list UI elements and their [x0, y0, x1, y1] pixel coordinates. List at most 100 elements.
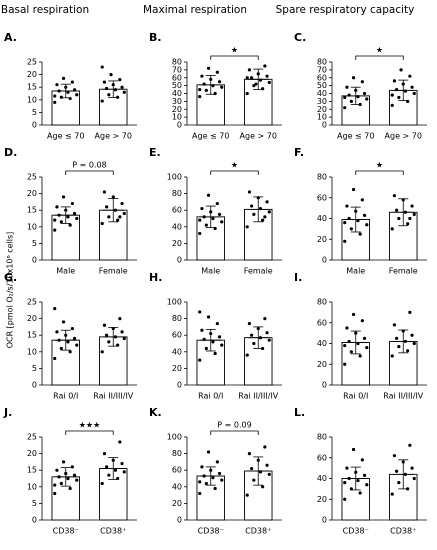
y-tick-label: 40	[317, 339, 327, 348]
data-point	[70, 201, 74, 206]
data-point	[68, 350, 72, 354]
data-point	[107, 473, 111, 477]
x-tick-label: CD38⁻	[343, 527, 369, 536]
data-point	[263, 215, 267, 219]
data-point	[345, 466, 349, 470]
significance-label: ★★★	[79, 421, 101, 430]
data-point	[412, 212, 416, 216]
data-point	[53, 356, 57, 361]
data-point	[215, 460, 219, 464]
y-tick-label: 60	[317, 318, 327, 327]
x-tick-label: CD38⁺	[390, 527, 416, 536]
y-tick-label: 70	[172, 65, 182, 74]
data-point	[53, 100, 57, 104]
x-tick-label: CD38⁻	[198, 527, 224, 536]
data-point	[362, 91, 367, 96]
data-point	[120, 201, 124, 206]
column-title: Maximal respiration	[143, 4, 247, 16]
y-tick-label: 40	[172, 222, 182, 231]
y-tick-label: 70	[317, 65, 327, 74]
data-point	[100, 99, 104, 103]
data-point	[206, 193, 211, 197]
y-tick-label: 25	[27, 433, 37, 442]
data-point	[118, 317, 122, 321]
data-point	[55, 205, 59, 209]
significance-bracket	[355, 55, 404, 60]
data-point	[70, 465, 74, 469]
y-tick-label: 60	[172, 466, 182, 475]
data-point	[267, 338, 271, 342]
panel-label: H.	[149, 271, 162, 284]
data-point	[206, 450, 211, 454]
data-point	[390, 93, 394, 97]
data-point	[358, 491, 362, 495]
data-point	[356, 478, 360, 483]
data-point	[345, 85, 349, 89]
y-tick-label: 80	[172, 58, 182, 67]
data-point	[122, 336, 126, 341]
data-point	[245, 225, 249, 229]
y-tick-label: 40	[317, 89, 327, 98]
data-point	[75, 93, 79, 97]
y-tick-label: 60	[172, 73, 182, 82]
data-point	[102, 80, 107, 84]
data-point	[365, 223, 369, 227]
y-tick-label: 40	[317, 474, 327, 483]
significance-label: ★	[376, 46, 383, 55]
y-tick-label: 0	[32, 516, 37, 525]
y-axis-label: OCR [pmol O₂/s/10x10⁶ cells]	[6, 232, 15, 349]
data-point	[351, 187, 356, 192]
data-point	[53, 94, 57, 98]
data-point	[120, 330, 124, 334]
data-point	[107, 93, 111, 97]
data-point	[412, 341, 416, 346]
data-point	[68, 223, 72, 227]
data-point	[267, 80, 271, 85]
data-point	[198, 218, 202, 222]
y-tick-label: 50	[317, 81, 327, 90]
panel-label: L.	[294, 406, 305, 419]
x-tick-label: Female	[244, 267, 273, 276]
data-point	[113, 88, 118, 92]
significance-bracket	[65, 170, 114, 175]
y-tick-label: 100	[167, 298, 182, 307]
data-point	[390, 103, 394, 107]
data-point	[113, 468, 118, 472]
y-tick-label: 10	[317, 113, 327, 122]
data-point	[395, 336, 399, 340]
significance-bracket	[210, 430, 259, 435]
y-tick-label: 0	[32, 256, 37, 265]
data-point	[392, 454, 397, 458]
data-point	[265, 200, 269, 204]
data-point	[75, 343, 79, 347]
data-point	[100, 65, 104, 69]
data-point	[111, 195, 115, 199]
y-tick-label: 15	[27, 466, 37, 475]
data-point	[217, 212, 222, 216]
data-point	[200, 465, 204, 469]
data-point	[392, 79, 397, 83]
data-point	[408, 310, 412, 314]
data-point	[245, 493, 249, 497]
data-point	[343, 343, 347, 348]
data-point	[408, 74, 412, 78]
data-point	[198, 95, 202, 99]
data-point	[198, 310, 202, 314]
data-point	[53, 228, 57, 232]
significance-bracket	[210, 170, 259, 175]
data-point	[360, 80, 364, 84]
panel-label: K.	[149, 406, 162, 419]
data-point	[365, 483, 369, 487]
x-tick-label: Male	[201, 267, 220, 276]
data-point	[349, 227, 353, 231]
y-tick-label: 0	[322, 256, 327, 265]
data-point	[100, 481, 104, 486]
data-point	[399, 68, 403, 72]
data-point	[345, 326, 349, 330]
data-point	[349, 350, 353, 354]
data-point	[107, 340, 111, 344]
data-point	[245, 353, 249, 357]
x-tick-label: Rai II/III/IV	[383, 392, 424, 401]
data-point	[200, 74, 204, 78]
data-point	[211, 476, 215, 480]
